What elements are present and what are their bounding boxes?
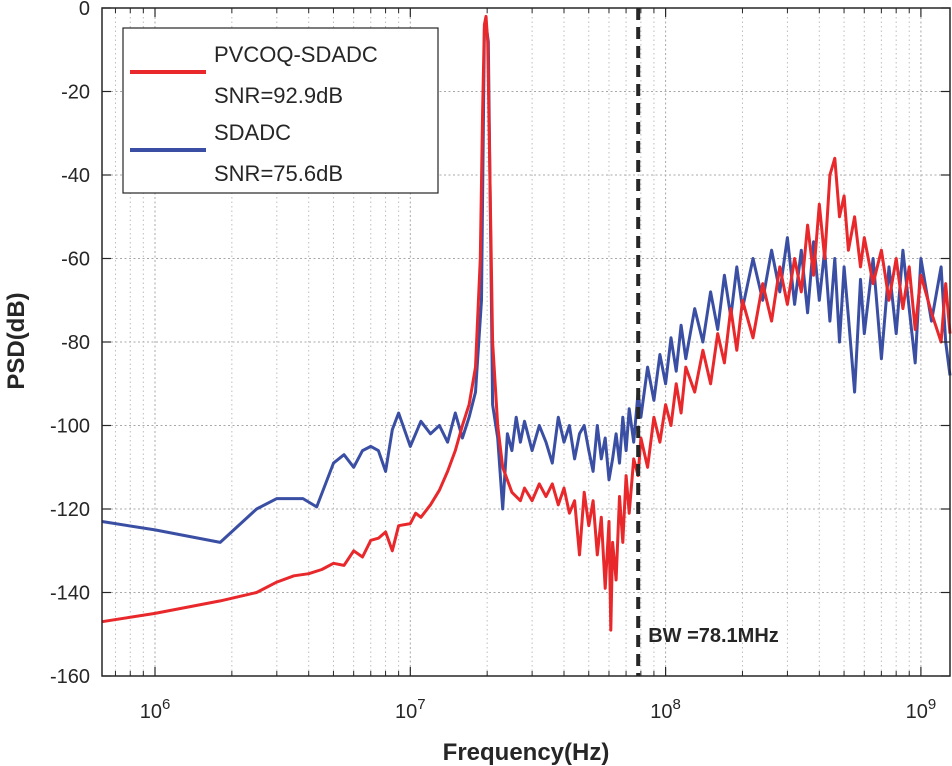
- legend-label-sdadc: SDADC: [214, 120, 291, 145]
- bandwidth-marker: BW =78.1MHz: [636, 8, 779, 676]
- y-tick-label: -140: [50, 583, 90, 605]
- x-tick-label: 106: [140, 696, 171, 723]
- legend-snr-sdadc: SNR=75.6dB: [214, 161, 343, 186]
- y-tick-label: -80: [61, 332, 90, 354]
- x-tick-label: 108: [650, 696, 681, 723]
- y-tick-label: -60: [61, 249, 90, 271]
- x-tick-label: 109: [906, 696, 937, 723]
- legend-label-pvcoq: PVCOQ-SDADC: [214, 42, 378, 67]
- bandwidth-label: BW =78.1MHz: [648, 625, 779, 647]
- series-lines: [101, 14, 952, 632]
- axis-ticks: [102, 7, 950, 677]
- legend: PVCOQ-SDADC SNR=92.9dB SDADC SNR=75.6dB: [122, 27, 439, 194]
- y-tick-label: -100: [50, 416, 90, 438]
- y-tick-label: -120: [50, 499, 90, 521]
- x-axis-title: Frequency(Hz): [443, 739, 610, 766]
- series-line-sdadc: [101, 23, 952, 544]
- legend-snr-pvcoq: SNR=92.9dB: [214, 83, 343, 108]
- tick-labels: 106 107 108 109 0 -20 -40 -60 -80 -100 -120 -140 -16…: [50, 0, 936, 723]
- y-tick-label: -160: [50, 666, 90, 688]
- series-line-pvcoq-sdadc: [101, 14, 952, 632]
- y-tick-label: -20: [61, 82, 90, 104]
- y-tick-label: 0: [79, 0, 90, 20]
- y-axis-title: PSD(dB): [3, 292, 30, 389]
- x-tick-label: 107: [395, 696, 426, 723]
- legend-box: [122, 27, 439, 194]
- y-tick-label: -40: [61, 165, 90, 187]
